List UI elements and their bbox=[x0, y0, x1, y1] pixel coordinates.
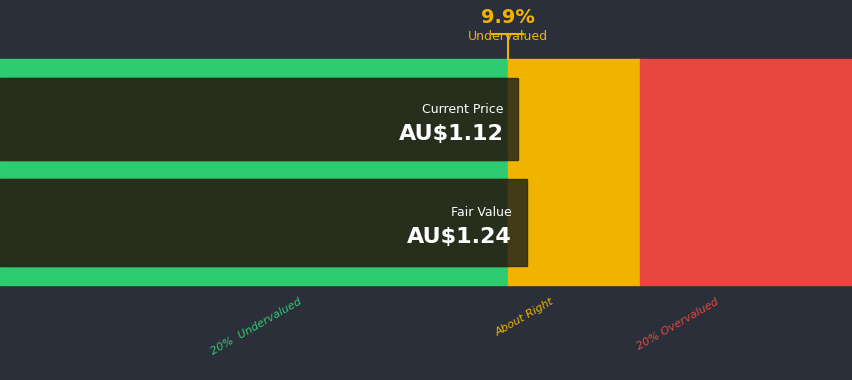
Bar bbox=[507, 59, 639, 78]
Text: Current Price: Current Price bbox=[421, 103, 503, 116]
Bar bbox=[639, 266, 852, 285]
Bar bbox=[0, 78, 507, 160]
Bar bbox=[507, 78, 639, 160]
Bar bbox=[639, 160, 852, 179]
Bar bbox=[507, 266, 639, 285]
Bar bbox=[639, 59, 852, 78]
Bar bbox=[507, 179, 639, 266]
Text: 20% Overvalued: 20% Overvalued bbox=[635, 296, 720, 352]
Bar bbox=[0, 179, 507, 266]
Text: 20%  Undervalued: 20% Undervalued bbox=[209, 296, 302, 357]
Text: Undervalued: Undervalued bbox=[467, 30, 547, 43]
Text: About Right: About Right bbox=[493, 296, 555, 338]
Bar bbox=[0, 59, 507, 78]
Text: Fair Value: Fair Value bbox=[451, 206, 511, 219]
Bar bbox=[639, 179, 852, 266]
Bar bbox=[0, 78, 517, 160]
Text: 9.9%: 9.9% bbox=[480, 8, 534, 27]
Bar bbox=[0, 179, 527, 266]
Bar bbox=[0, 266, 507, 285]
Bar bbox=[0, 78, 520, 160]
Bar bbox=[0, 160, 507, 179]
Bar bbox=[639, 78, 852, 160]
Text: AU$1.24: AU$1.24 bbox=[406, 228, 511, 247]
Bar bbox=[507, 160, 639, 179]
Text: AU$1.12: AU$1.12 bbox=[398, 124, 503, 144]
